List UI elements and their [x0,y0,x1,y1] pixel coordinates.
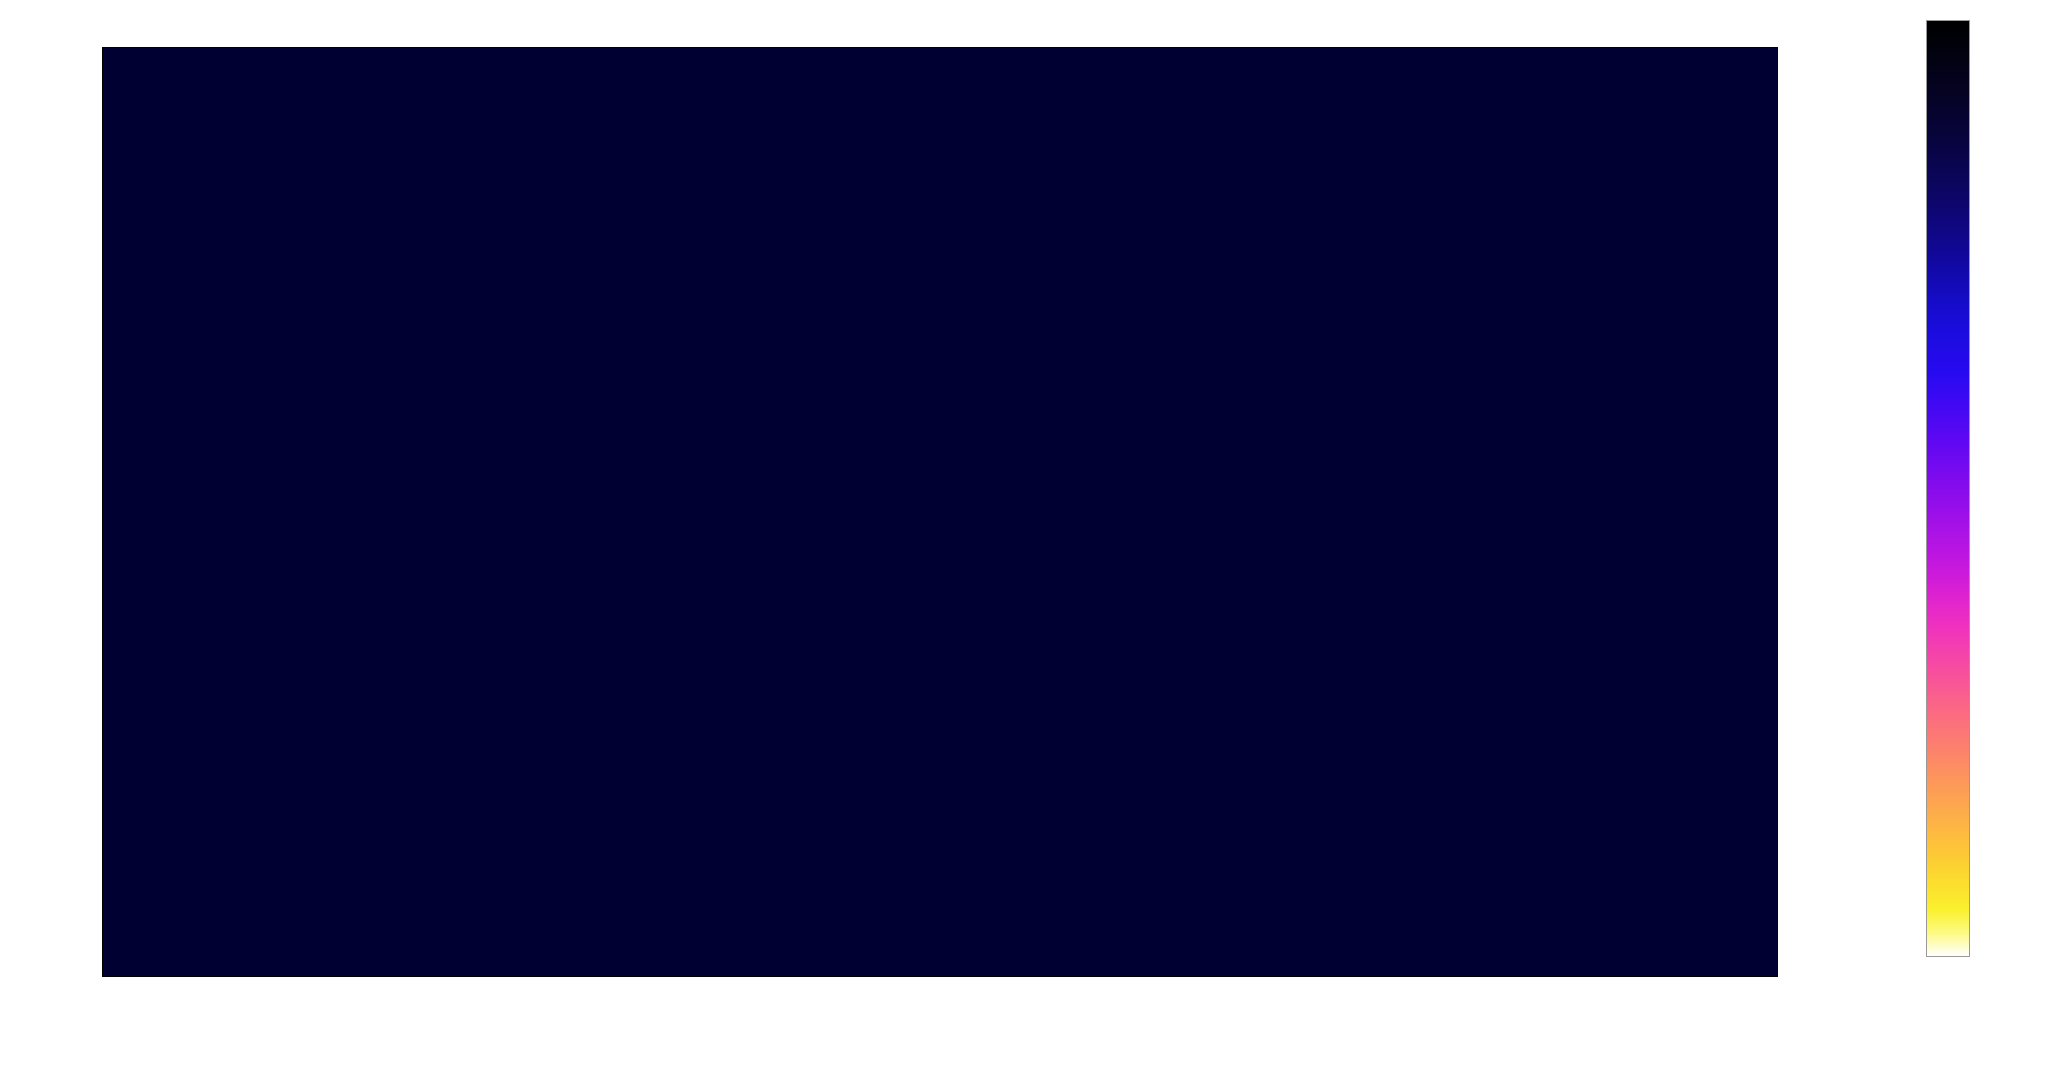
colorbar[interactable] [1926,20,1970,957]
colorbar-gradient [1927,21,1969,956]
spectrogram-image [103,48,1777,976]
spectrogram-plot[interactable] [102,47,1778,977]
